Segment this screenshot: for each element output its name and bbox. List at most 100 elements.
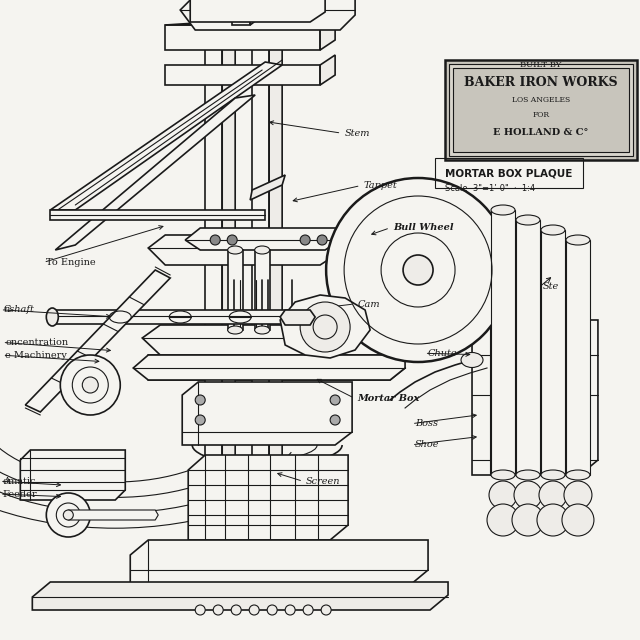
Text: Chute: Chute <box>428 349 457 358</box>
Text: MORTAR BOX PLAQUE: MORTAR BOX PLAQUE <box>445 168 572 178</box>
Ellipse shape <box>228 326 243 334</box>
Polygon shape <box>165 25 320 50</box>
Circle shape <box>330 415 340 425</box>
Text: Tappet: Tappet <box>364 181 397 190</box>
Bar <box>449 64 633 156</box>
Polygon shape <box>320 15 335 50</box>
Text: LOS ANGELES: LOS ANGELES <box>512 96 570 104</box>
Text: E HOLLAND & C°: E HOLLAND & C° <box>493 127 589 136</box>
Circle shape <box>63 510 74 520</box>
Circle shape <box>313 315 337 339</box>
Ellipse shape <box>566 470 590 480</box>
Ellipse shape <box>255 246 269 254</box>
Polygon shape <box>222 30 235 575</box>
Polygon shape <box>280 310 315 325</box>
Ellipse shape <box>46 308 58 326</box>
Polygon shape <box>491 210 515 475</box>
Circle shape <box>489 481 517 509</box>
Circle shape <box>227 235 237 245</box>
Text: omatic: omatic <box>3 477 36 486</box>
Circle shape <box>537 504 569 536</box>
Circle shape <box>300 235 310 245</box>
Polygon shape <box>55 95 255 250</box>
Polygon shape <box>26 270 170 412</box>
Polygon shape <box>280 295 370 358</box>
Circle shape <box>195 415 205 425</box>
Polygon shape <box>516 220 540 475</box>
Bar <box>445 60 637 160</box>
Circle shape <box>487 504 519 536</box>
Circle shape <box>83 377 99 393</box>
Polygon shape <box>131 540 428 585</box>
Circle shape <box>326 178 510 362</box>
Text: Bull Wheel: Bull Wheel <box>393 223 454 232</box>
Polygon shape <box>148 235 340 265</box>
Polygon shape <box>566 240 590 475</box>
Text: Mortar Box: Mortar Box <box>357 394 420 403</box>
Circle shape <box>512 504 544 536</box>
Circle shape <box>46 493 90 537</box>
Text: Scale  3"=1’-0"  ·  1:4: Scale 3"=1’-0" · 1:4 <box>445 184 535 193</box>
Text: oncentration: oncentration <box>6 338 68 347</box>
Polygon shape <box>228 250 243 330</box>
Polygon shape <box>142 325 358 355</box>
Polygon shape <box>190 0 325 22</box>
Circle shape <box>213 605 223 615</box>
Polygon shape <box>205 40 222 575</box>
Circle shape <box>330 395 340 405</box>
Text: BAKER IRON WORKS: BAKER IRON WORKS <box>464 76 618 88</box>
Ellipse shape <box>516 215 540 225</box>
Ellipse shape <box>541 470 565 480</box>
Polygon shape <box>51 210 265 220</box>
Ellipse shape <box>461 353 483 367</box>
Polygon shape <box>232 0 250 25</box>
Ellipse shape <box>491 470 515 480</box>
Circle shape <box>403 255 433 285</box>
Polygon shape <box>541 230 565 475</box>
Polygon shape <box>165 15 335 25</box>
Polygon shape <box>185 228 340 250</box>
Ellipse shape <box>491 205 515 215</box>
Polygon shape <box>250 175 285 200</box>
Polygon shape <box>48 310 345 324</box>
Text: BUILT BY: BUILT BY <box>520 61 562 69</box>
Text: Shoe: Shoe <box>415 440 439 449</box>
Text: nshaft: nshaft <box>4 305 35 314</box>
Circle shape <box>285 605 295 615</box>
Text: Ste: Ste <box>543 282 559 291</box>
Polygon shape <box>182 382 352 445</box>
Text: Cam: Cam <box>357 300 380 308</box>
Circle shape <box>231 605 241 615</box>
Circle shape <box>267 605 277 615</box>
Polygon shape <box>148 355 405 380</box>
Polygon shape <box>20 450 125 500</box>
Circle shape <box>210 235 220 245</box>
Polygon shape <box>252 40 269 575</box>
Ellipse shape <box>516 470 540 480</box>
Text: C: C <box>3 305 11 314</box>
Polygon shape <box>255 250 270 330</box>
Bar <box>453 68 629 152</box>
Text: Screen: Screen <box>306 477 340 486</box>
Circle shape <box>249 605 259 615</box>
Ellipse shape <box>228 246 243 254</box>
Polygon shape <box>65 510 158 520</box>
Polygon shape <box>51 62 282 210</box>
Polygon shape <box>250 0 263 25</box>
Circle shape <box>562 504 594 536</box>
Polygon shape <box>188 455 348 540</box>
Circle shape <box>303 605 313 615</box>
Circle shape <box>195 605 205 615</box>
Text: A: A <box>3 477 10 486</box>
Circle shape <box>317 235 327 245</box>
Polygon shape <box>32 582 448 610</box>
Polygon shape <box>252 30 282 40</box>
Circle shape <box>514 481 542 509</box>
Polygon shape <box>133 355 405 380</box>
Text: Boss: Boss <box>415 419 438 428</box>
Polygon shape <box>472 320 598 475</box>
Circle shape <box>60 355 120 415</box>
Polygon shape <box>165 65 320 85</box>
Circle shape <box>564 481 592 509</box>
Circle shape <box>321 605 331 615</box>
